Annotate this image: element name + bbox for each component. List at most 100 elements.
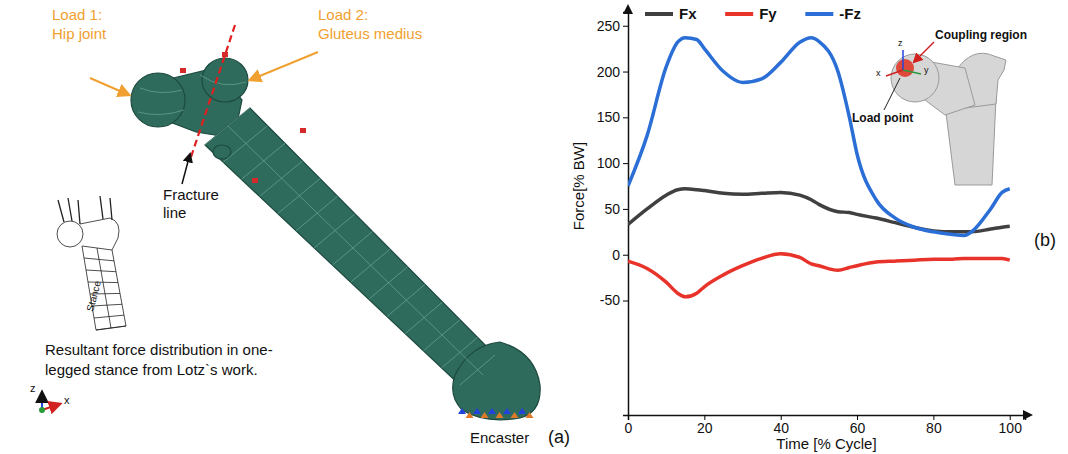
legend-label: Fy xyxy=(759,5,777,22)
x-axis-arrow xyxy=(1023,410,1033,420)
x-axis-title: Time [% Cycle] xyxy=(776,435,876,452)
load-1-label: Hip joint xyxy=(52,25,107,42)
y-tick-label: 0 xyxy=(612,247,620,263)
y-axis: -50050100150200250 xyxy=(597,13,629,416)
legend-item: Fx xyxy=(645,5,697,22)
encastre-markers xyxy=(458,408,534,418)
caption: legged stance from Lotz`s work. xyxy=(45,361,258,378)
load-1-label: Load 1: xyxy=(52,6,102,23)
inset-axis-y xyxy=(903,70,921,74)
legend-swatch xyxy=(725,12,753,16)
load-2-label: Gluteus medius xyxy=(318,25,422,42)
stance-force xyxy=(78,200,80,224)
y-tick-label: 250 xyxy=(597,18,621,34)
x-tick-label: 0 xyxy=(625,420,633,436)
x-tick: 100 xyxy=(999,415,1023,436)
y-tick: 150 xyxy=(597,109,628,125)
y-tick-mark xyxy=(623,255,628,256)
fracture-arrow xyxy=(182,154,190,184)
stance-force xyxy=(68,198,72,221)
x-tick: 40 xyxy=(773,415,789,436)
caption: Resultant force distribution in one- xyxy=(45,341,273,358)
stance-head xyxy=(57,221,83,247)
y-tick-label: 200 xyxy=(597,64,621,80)
y-axis-arrow xyxy=(623,4,633,14)
inset-coupling xyxy=(896,59,914,77)
y-tick-mark xyxy=(623,117,628,118)
encastre-marker xyxy=(488,408,496,414)
fracture-label: line xyxy=(163,204,186,221)
x-axis: 0 20 40 60 80 100 xyxy=(625,415,1026,436)
encastre-marker xyxy=(466,412,474,418)
y-tick-mark xyxy=(623,163,628,164)
y-tick-label: -50 xyxy=(600,292,620,308)
y-tick-label: 100 xyxy=(597,155,621,171)
mesh-line xyxy=(369,267,408,300)
stance-outline xyxy=(80,218,126,330)
x-tick-label: 40 xyxy=(773,420,789,436)
x-tick: 60 xyxy=(850,415,866,436)
triad-label: z xyxy=(30,382,36,394)
y-tick-mark xyxy=(623,26,628,27)
mesh-line xyxy=(351,249,390,282)
inset-axis-z xyxy=(902,50,904,70)
annotation: Load point xyxy=(852,111,913,125)
annotation: y xyxy=(924,65,929,75)
y-tick-mark xyxy=(623,72,628,73)
y-tick: 100 xyxy=(597,155,628,171)
x-tick: 80 xyxy=(926,415,942,436)
femur-mesh xyxy=(138,75,495,385)
stance-force xyxy=(110,198,112,220)
inset-axis-x xyxy=(886,70,903,76)
load-point-leader xyxy=(884,78,900,110)
series-line xyxy=(628,254,1010,297)
load-marker xyxy=(300,128,306,133)
legend-item: -Fz xyxy=(805,5,861,22)
load-1-arrow xyxy=(90,78,129,95)
y-tick-label: 150 xyxy=(597,109,621,125)
annotation: z xyxy=(898,38,903,48)
y-axis-title: Force[% BW] xyxy=(570,142,587,230)
y-tick: -50 xyxy=(600,292,628,308)
triad-label: x xyxy=(64,394,70,406)
legend-swatch xyxy=(645,12,673,16)
panel-label: (a) xyxy=(548,427,570,447)
legend: Fx Fy -Fz xyxy=(645,5,861,22)
legend-label: Fx xyxy=(679,5,697,22)
legend-label: -Fz xyxy=(839,5,861,22)
legend-item: Fy xyxy=(725,5,777,22)
mesh-line xyxy=(241,143,285,179)
encastre-marker xyxy=(496,412,504,418)
encastre-marker xyxy=(458,408,466,414)
lesser-trochanter xyxy=(213,145,231,159)
series-line xyxy=(628,189,1010,232)
load-2-arrow xyxy=(250,52,318,80)
x-tick-label: 20 xyxy=(697,420,713,436)
x-tick: 0 xyxy=(625,415,633,436)
y-tick: 200 xyxy=(597,64,628,80)
x-tick-label: 100 xyxy=(999,420,1023,436)
x-tick: 20 xyxy=(697,415,713,436)
encastre-marker xyxy=(481,412,489,418)
mesh-line xyxy=(138,75,246,115)
mesh-line xyxy=(387,284,425,316)
load-2-label: Load 2: xyxy=(318,6,368,23)
mesh-line xyxy=(442,337,478,368)
load-marker xyxy=(222,52,228,57)
encastre-label: Encaster xyxy=(470,429,529,446)
mesh-line xyxy=(314,214,355,248)
mesh-line xyxy=(423,320,460,351)
fracture-label: Fracture xyxy=(163,186,219,203)
femur-head xyxy=(131,73,185,127)
annotation: x xyxy=(876,68,881,78)
mesh-line xyxy=(332,231,372,265)
stance-label: Stance xyxy=(84,279,103,312)
y-tick-mark xyxy=(623,301,628,302)
encastre-marker xyxy=(473,408,481,414)
mesh-line xyxy=(223,126,267,163)
panel-b: Coupling regionLoad pointzyx-50050100150… xyxy=(570,4,1056,452)
mesh-line xyxy=(405,302,442,334)
y-tick: 250 xyxy=(597,18,628,34)
y-tick: 0 xyxy=(612,247,628,263)
stance-force xyxy=(58,200,64,222)
